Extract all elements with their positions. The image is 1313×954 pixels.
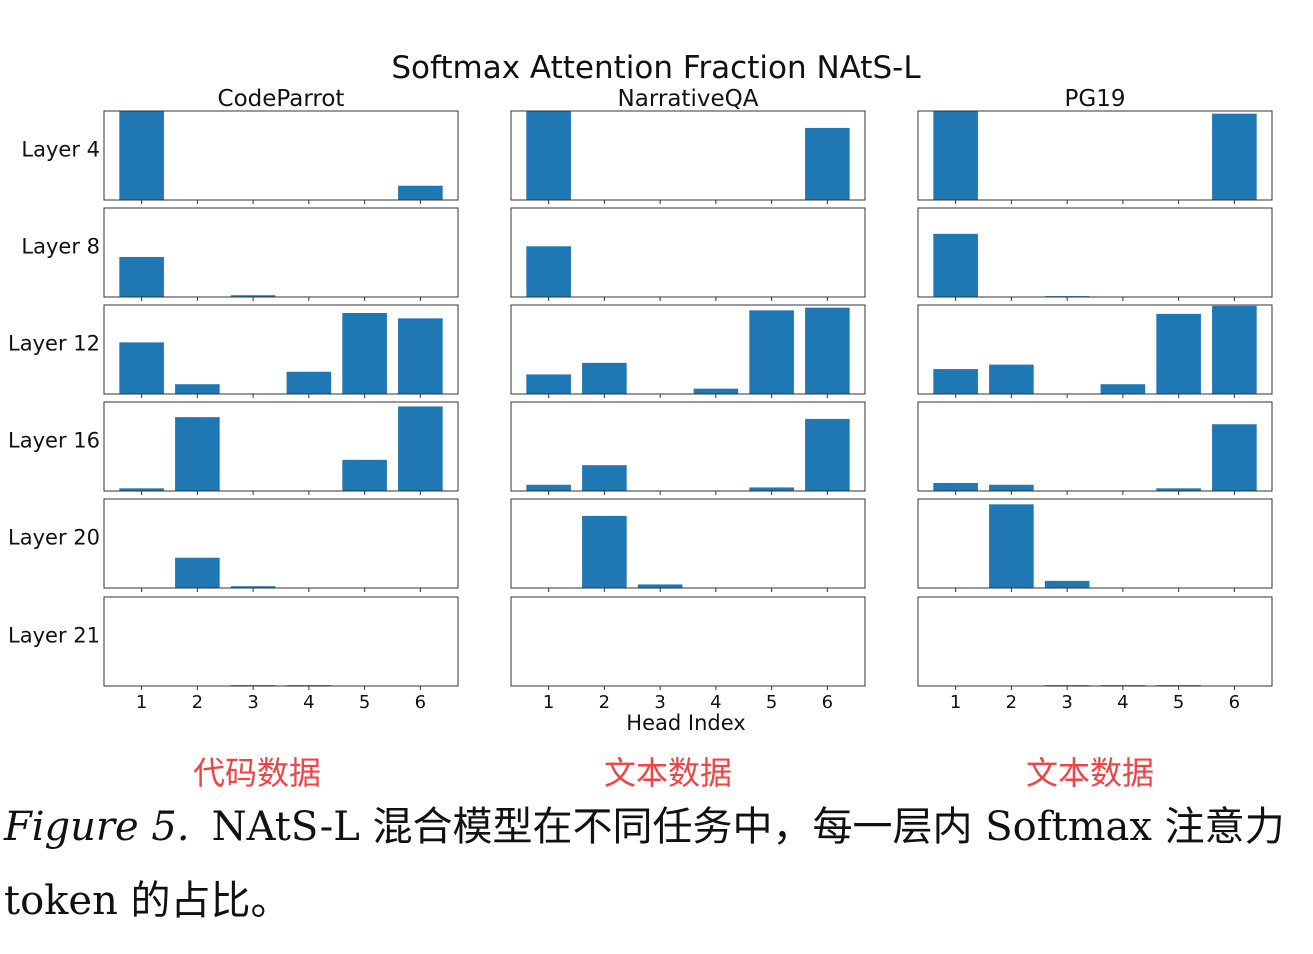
- bar-narrativeqa-row5-head2: [582, 515, 627, 588]
- chart-figure: Softmax Attention Fraction NAtS-L CodePar…: [8, 50, 1273, 735]
- bar-narrativeqa-row3-head6: [805, 307, 850, 394]
- bar-pg19-row3-head2: [989, 364, 1034, 394]
- bar-codeparrot-row3-head5: [342, 313, 387, 394]
- tick-label-pg19-5: 5: [1173, 692, 1184, 713]
- row-label-layer-20: Layer 20: [8, 526, 100, 550]
- bar-codeparrot-row1-head1: [119, 111, 164, 200]
- axes-frame: [103, 304, 459, 395]
- bar-pg19-row3-head1: [933, 369, 978, 394]
- bar-codeparrot-row4-head5: [342, 459, 387, 491]
- tick-label-narrativeqa-2: 2: [599, 692, 610, 713]
- chart-title: Softmax Attention Fraction NAtS-L: [391, 50, 921, 86]
- tick-label-codeparrot-1: 1: [136, 692, 147, 713]
- bar-pg19-row5-head3: [1044, 580, 1090, 588]
- tick-label-codeparrot-3: 3: [247, 692, 258, 713]
- x-axis-label: Head Index: [626, 711, 745, 735]
- row-label-layer-16: Layer 16: [8, 429, 100, 453]
- bar-codeparrot-row4-head1: [119, 488, 164, 491]
- tick-label-codeparrot-4: 4: [303, 692, 314, 713]
- annotation-text-data-1: 文本数据: [603, 754, 732, 792]
- axes-frame: [103, 110, 459, 201]
- caption-text: NAtS-L 混合模型在不同任务中，每一层内 Softmax 注意力 token…: [4, 804, 1285, 924]
- tick-label-narrativeqa-1: 1: [543, 692, 554, 713]
- bar-narrativeqa-row4-head5: [749, 487, 794, 491]
- tick-label-narrativeqa-5: 5: [766, 692, 777, 713]
- tick-label-codeparrot-2: 2: [192, 692, 203, 713]
- bar-narrativeqa-row3-head5: [749, 310, 794, 394]
- bar-pg19-row2-head1: [933, 233, 978, 297]
- bar-codeparrot-row5-head2: [175, 557, 220, 588]
- row-label-layer-21: Layer 21: [8, 624, 100, 648]
- tick-label-narrativeqa-6: 6: [822, 692, 833, 713]
- bar-pg19-row5-head2: [989, 504, 1034, 588]
- axes-frame: [103, 207, 459, 298]
- axes-frame: [917, 207, 1273, 298]
- bar-codeparrot-row3-head4: [286, 371, 332, 394]
- bar-codeparrot-row3-head1: [119, 342, 164, 394]
- bar-narrativeqa-row3-head4: [693, 388, 739, 394]
- axes-frame: [917, 401, 1273, 492]
- tick-label-pg19-4: 4: [1117, 692, 1128, 713]
- bar-narrativeqa-row4-head2: [582, 465, 627, 491]
- axes-frame: [510, 498, 866, 589]
- tick-label-pg19-3: 3: [1061, 692, 1072, 713]
- annotation-code-data: 代码数据: [192, 754, 321, 792]
- bar-codeparrot-row3-head2: [175, 384, 220, 394]
- bar-codeparrot-row1-head6: [398, 185, 443, 200]
- axes-frame: [103, 498, 459, 589]
- bar-codeparrot-row4-head6: [398, 406, 443, 491]
- tick-label-narrativeqa-4: 4: [710, 692, 721, 713]
- bar-narrativeqa-row1-head6: [805, 127, 850, 200]
- tick-label-codeparrot-6: 6: [415, 692, 426, 713]
- tick-label-pg19-2: 2: [1006, 692, 1017, 713]
- tick-label-codeparrot-5: 5: [359, 692, 370, 713]
- tick-label-pg19-6: 6: [1229, 692, 1240, 713]
- bar-codeparrot-row2-head3: [230, 295, 276, 297]
- bar-pg19-row3-head5: [1156, 313, 1201, 394]
- panel-title-narrativeqa: NarrativeQA: [618, 86, 759, 112]
- bar-pg19-row4-head6: [1212, 424, 1257, 491]
- axes-frame: [917, 498, 1273, 589]
- bar-pg19-row3-head6: [1212, 305, 1257, 394]
- row-label-layer-4: Layer 4: [21, 138, 100, 162]
- bar-pg19-row4-head2: [989, 484, 1034, 491]
- bar-narrativeqa-row2-head1: [526, 246, 571, 297]
- bar-narrativeqa-row4-head6: [805, 418, 850, 491]
- bar-narrativeqa-row3-head2: [582, 362, 627, 394]
- axes-frame: [917, 304, 1273, 395]
- axes-frame: [917, 596, 1273, 687]
- bar-pg19-row4-head5: [1156, 488, 1201, 491]
- axes-frame: [510, 596, 866, 687]
- tick-label-narrativeqa-3: 3: [654, 692, 665, 713]
- bar-pg19-row1-head1: [933, 111, 978, 200]
- caption-label: Figure 5.: [4, 804, 190, 850]
- annotation-text-data-2: 文本数据: [1025, 754, 1154, 792]
- bar-narrativeqa-row5-head3: [637, 584, 683, 588]
- axes-frame: [103, 401, 459, 492]
- axes-frame: [510, 401, 866, 492]
- row-label-layer-8: Layer 8: [21, 235, 100, 259]
- bar-codeparrot-row4-head2: [175, 417, 220, 491]
- axes-frame: [510, 304, 866, 395]
- bar-pg19-row4-head1: [933, 482, 978, 491]
- figure-caption: Figure 5. NAtS-L 混合模型在不同任务中，每一层内 Softmax …: [4, 790, 1304, 938]
- panel-title-codeparrot: CodeParrot: [218, 86, 345, 112]
- bar-codeparrot-row2-head1: [119, 256, 164, 297]
- panel-title-pg19: PG19: [1065, 86, 1126, 112]
- bar-codeparrot-row5-head3: [230, 586, 276, 588]
- bar-codeparrot-row3-head6: [398, 318, 443, 394]
- bar-pg19-row3-head4: [1100, 384, 1146, 394]
- axes-frame: [917, 110, 1273, 201]
- bar-narrativeqa-row3-head1: [526, 374, 571, 394]
- bar-narrativeqa-row4-head1: [526, 484, 571, 491]
- axes-frame: [510, 207, 866, 298]
- axes-frame: [510, 110, 866, 201]
- axes-frame: [103, 596, 459, 687]
- bar-pg19-row1-head6: [1212, 113, 1257, 200]
- tick-label-pg19-1: 1: [950, 692, 961, 713]
- bar-narrativeqa-row1-head1: [526, 111, 571, 200]
- row-label-layer-12: Layer 12: [8, 332, 100, 356]
